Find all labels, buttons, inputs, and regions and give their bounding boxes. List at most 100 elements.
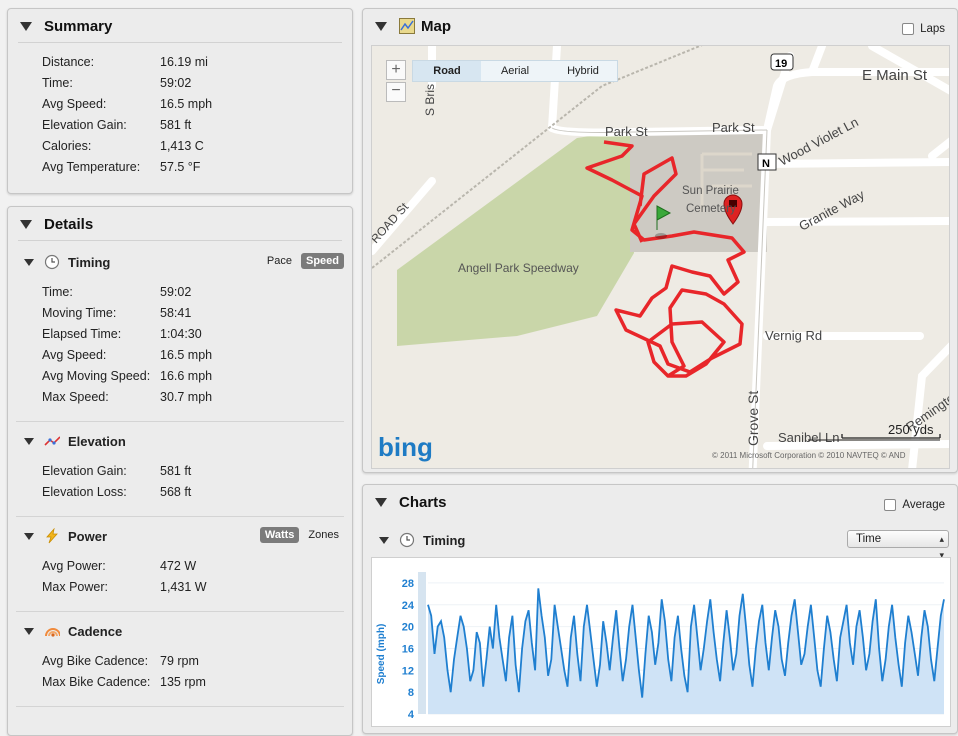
collapse-triangle-icon[interactable] <box>24 437 34 445</box>
chart-y-tick-label: 20 <box>402 622 414 634</box>
watts-toggle-button[interactable]: Watts <box>259 527 300 543</box>
clock-icon <box>399 532 415 548</box>
route-path <box>585 140 746 378</box>
chart-y-axis-label: Speed (mph) <box>376 624 387 685</box>
road-shield-n: N <box>757 153 777 171</box>
map-attribution: © 2011 Microsoft Corporation © 2010 NAVT… <box>712 451 906 460</box>
details-panel: Details Timing Pace Speed Time: 59:02 Mov… <box>7 206 353 736</box>
select-arrows-icon: ▴ ▾ <box>939 534 944 560</box>
cadence-title: Cadence <box>68 623 123 639</box>
average-checkbox[interactable]: Average <box>884 499 945 511</box>
map-label: Cemetery <box>686 203 736 215</box>
collapse-triangle-icon[interactable] <box>375 497 387 507</box>
elevation-title: Elevation <box>68 433 126 449</box>
x-axis-select[interactable]: Time ▴ ▾ <box>847 530 949 560</box>
elevation-rows: Elevation Gain: 581 ft Elevation Loss: 568… <box>8 454 352 502</box>
cadence-icon <box>44 623 60 639</box>
timing-row: Elapsed Time: 1:04:30 <box>42 326 202 341</box>
speed-area-series <box>428 588 944 714</box>
summary-panel: Summary Distance: 16.19 mi Time: 59:02 Avg… <box>7 8 353 194</box>
chart-y-tick-label: 8 <box>408 687 414 699</box>
lightning-icon <box>44 528 60 544</box>
timing-row: Avg Speed: 16.5 mph <box>42 347 213 362</box>
charts-header[interactable]: Charts Average <box>363 485 957 519</box>
laps-checkbox[interactable]: Laps <box>902 23 945 35</box>
zoom-out-button[interactable]: − <box>386 82 406 102</box>
cadence-section-header[interactable]: Cadence <box>8 618 352 644</box>
elevation-section-header[interactable]: Elevation <box>8 428 352 454</box>
summary-row: Time: 59:02 <box>42 75 192 90</box>
map-label: E Main St <box>862 67 928 84</box>
cadence-row: Max Bike Cadence: 135 rpm <box>42 674 206 689</box>
chart-y-tick-label: 4 <box>408 709 415 721</box>
summary-row: Distance: 16.19 mi <box>42 54 208 69</box>
collapse-triangle-icon[interactable] <box>375 21 387 31</box>
charts-title: Charts <box>399 493 447 511</box>
chart-y-scroll-track[interactable] <box>418 572 426 714</box>
end-marker[interactable] <box>723 194 743 225</box>
laps-label: Laps <box>920 23 945 35</box>
timing-title: Timing <box>68 254 111 270</box>
collapse-triangle-icon[interactable] <box>379 536 389 544</box>
map-label: Park St <box>712 120 755 135</box>
elevation-row: Elevation Gain: 581 ft <box>42 463 192 478</box>
map-label: Sun Prairie <box>682 185 739 197</box>
map-type-selector[interactable]: Road Aerial Hybrid <box>412 60 618 82</box>
cadence-rows: Avg Bike Cadence: 79 rpm Max Bike Cadence… <box>8 644 352 692</box>
map-label: Park St <box>605 124 648 139</box>
x-axis-select-value: Time <box>856 533 882 545</box>
zoom-in-button[interactable]: + <box>386 60 406 80</box>
map-canvas[interactable]: E Main St Park St Park St Wood Violet Ln… <box>372 46 950 469</box>
bing-logo: bing <box>378 432 433 462</box>
collapse-triangle-icon[interactable] <box>24 627 34 635</box>
elevation-icon <box>44 433 60 449</box>
collapse-triangle-icon[interactable] <box>20 21 32 31</box>
speed-chart-svg[interactable]: Speed (mph) 4 8 12 16 20 24 28 <box>372 558 951 727</box>
details-header[interactable]: Details <box>8 207 352 241</box>
elevation-row: Elevation Loss: 568 ft <box>42 484 192 499</box>
map-type-aerial[interactable]: Aerial <box>481 61 549 81</box>
power-row: Max Power: 1,431 W <box>42 579 207 594</box>
timing-row: Time: 59:02 <box>42 284 192 299</box>
zones-toggle-button[interactable]: Zones <box>308 529 339 541</box>
power-title: Power <box>68 528 108 544</box>
map-view[interactable]: E Main St Park St Park St Wood Violet Ln… <box>371 45 950 469</box>
summary-rows: Distance: 16.19 mi Time: 59:02 Avg Speed: 1… <box>8 43 352 177</box>
speed-chart[interactable]: Speed (mph) 4 8 12 16 20 24 28 <box>371 557 951 727</box>
chart-y-tick-label: 28 <box>402 578 414 590</box>
map-type-hybrid[interactable]: Hybrid <box>549 61 617 81</box>
summary-row: Calories: 1,413 C <box>42 138 204 153</box>
svg-text:250 yds: 250 yds <box>888 422 934 437</box>
charts-timing-header[interactable]: Timing <box>363 527 957 553</box>
timing-section-header[interactable]: Timing Pace Speed <box>8 249 352 275</box>
collapse-triangle-icon[interactable] <box>24 258 34 266</box>
start-marker[interactable] <box>655 205 672 239</box>
collapse-triangle-icon[interactable] <box>24 532 34 540</box>
timing-row: Max Speed: 30.7 mph <box>42 389 213 404</box>
map-label: Vernig Rd <box>765 328 822 343</box>
average-checkbox-box[interactable] <box>884 499 897 511</box>
average-label: Average <box>902 499 945 511</box>
pace-toggle-button[interactable]: Pace <box>266 255 292 267</box>
watts-zones-toggle[interactable]: Watts Zones <box>259 527 344 543</box>
map-header[interactable]: Map Laps <box>363 9 957 43</box>
map-type-road[interactable]: Road <box>413 61 481 81</box>
details-title: Details <box>44 215 94 233</box>
pace-speed-toggle[interactable]: Pace Speed <box>262 253 344 269</box>
summary-row: Elevation Gain: 581 ft <box>42 117 192 132</box>
map-label: Angell Park Speedway <box>458 261 579 275</box>
map-panel: Map Laps <box>362 8 958 473</box>
timing-row: Avg Moving Speed: 16.6 mph <box>42 368 213 383</box>
summary-header[interactable]: Summary <box>8 9 352 43</box>
svg-text:19: 19 <box>775 58 787 70</box>
summary-title: Summary <box>44 17 113 35</box>
chart-y-tick-label: 12 <box>402 665 414 677</box>
collapse-triangle-icon[interactable] <box>20 219 32 229</box>
speed-toggle-button[interactable]: Speed <box>300 253 344 269</box>
map-label: Grove St <box>745 391 761 446</box>
map-scale: 250 yds <box>808 422 941 441</box>
map-label: Granite Way <box>796 186 867 233</box>
laps-checkbox-box[interactable] <box>902 23 915 35</box>
power-section-header[interactable]: Power Watts Zones <box>8 523 352 549</box>
summary-row: Avg Temperature: 57.5 °F <box>42 159 201 174</box>
